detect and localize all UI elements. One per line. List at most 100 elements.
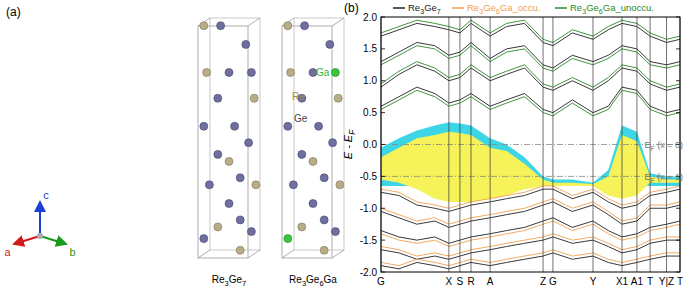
k-point-line <box>543 17 544 272</box>
atom <box>284 235 292 243</box>
text-part: Re <box>289 274 302 285</box>
band-line <box>381 20 680 42</box>
atom <box>225 157 233 165</box>
atom <box>236 216 244 224</box>
y-tick <box>381 240 385 241</box>
band-line <box>381 43 680 69</box>
x-tick-label: G <box>377 276 385 287</box>
atom <box>334 94 342 102</box>
atom <box>225 68 233 76</box>
reference-line <box>381 144 680 145</box>
structure-label: Re3Ge7 <box>212 274 246 288</box>
text-part: Ga_occu. <box>500 2 541 13</box>
band-line <box>381 199 680 225</box>
text-part: Re <box>570 2 582 13</box>
x-tick-label: T <box>647 276 653 287</box>
unit-cell <box>282 18 344 258</box>
y-tick <box>381 176 385 177</box>
atom <box>231 122 239 130</box>
atom <box>236 174 244 182</box>
atom <box>315 122 323 130</box>
y-tick-label: 1.5 <box>363 43 377 54</box>
atom <box>301 22 309 30</box>
y-tick <box>381 112 385 113</box>
band-line <box>381 221 680 247</box>
x-tick-label: Z <box>540 276 546 287</box>
atom <box>329 139 337 147</box>
band-line <box>381 202 680 228</box>
text-part: Ga_unoccu. <box>603 2 654 13</box>
figure: (a)Re3Ge7Re3Ge6GaReGeGaabcGXSRAZGYX1A1TY… <box>0 0 685 290</box>
axis-arrow <box>40 236 66 244</box>
atom <box>331 228 339 236</box>
atom <box>331 68 339 76</box>
band-line <box>381 23 680 45</box>
cell-edge <box>248 250 260 258</box>
atom <box>203 68 211 76</box>
atom <box>252 181 260 189</box>
reference-label: EF (x = 0) <box>645 140 683 152</box>
legend-label: Re3Ge7 <box>408 2 441 16</box>
x-tick-label: S <box>457 276 464 287</box>
atom <box>200 22 208 30</box>
text-part: 7 <box>242 279 246 288</box>
atom <box>250 94 258 102</box>
atom <box>200 122 208 130</box>
atom <box>247 228 255 236</box>
atom <box>200 235 208 243</box>
atom <box>242 40 250 48</box>
cell-edge <box>294 18 344 250</box>
cell-edge <box>332 250 344 258</box>
text-part: 7 <box>437 8 441 16</box>
y-tick-label: 0.0 <box>363 139 377 150</box>
atom <box>298 150 306 158</box>
cell-edge <box>198 250 210 258</box>
y-tick <box>676 240 680 241</box>
band-line <box>381 237 680 259</box>
band-line <box>381 186 680 208</box>
cell-edge <box>282 250 294 258</box>
atom <box>284 22 292 30</box>
atom <box>205 181 213 189</box>
element-label: Ga <box>316 67 330 78</box>
y-tick-label: -1.5 <box>360 235 378 246</box>
band-line <box>381 65 680 91</box>
y-tick-label: 2.0 <box>363 12 377 23</box>
atom <box>320 216 328 224</box>
atom <box>284 122 292 130</box>
unit-cell <box>198 18 260 258</box>
y-tick <box>676 112 680 113</box>
text-part: Ge <box>229 274 243 285</box>
text-part: Ge <box>483 2 496 13</box>
axis-label: b <box>69 246 75 258</box>
k-point-line <box>490 17 491 272</box>
atom <box>214 94 222 102</box>
y-tick <box>381 144 385 145</box>
cell-edge <box>282 26 332 258</box>
k-point-line <box>470 17 471 272</box>
legend-swatch <box>452 7 464 9</box>
element-label: Ge <box>294 113 308 124</box>
reference-line <box>381 176 680 177</box>
atom <box>247 68 255 76</box>
cell-edge <box>210 18 260 250</box>
y-tick <box>676 80 680 81</box>
x-tick-label: X <box>446 276 453 287</box>
x-tick-label: T <box>677 276 683 287</box>
cell-edge <box>248 18 260 26</box>
y-tick-label: -1.0 <box>360 203 378 214</box>
band-line <box>381 250 680 266</box>
cell-edge <box>332 18 344 26</box>
reference-label: EF (x = 1) <box>645 172 683 184</box>
atom <box>236 246 244 254</box>
axis-arrow <box>14 236 40 244</box>
y-tick-label: 0.5 <box>363 107 377 118</box>
band-line <box>381 234 680 256</box>
x-tick-label: Y|Z <box>659 276 674 287</box>
text-part: Ga <box>324 274 338 285</box>
x-tick-label: X1 <box>616 276 629 287</box>
band-fill <box>381 132 680 202</box>
x-tick-label: Y <box>590 276 597 287</box>
text-part: Ge <box>306 274 320 285</box>
panel-label: (b) <box>344 1 359 15</box>
